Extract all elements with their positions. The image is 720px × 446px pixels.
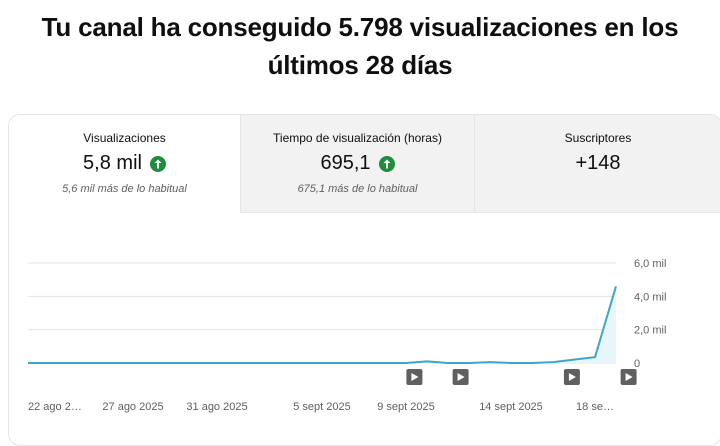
tab-comparison: 5,6 mil más de lo habitual xyxy=(62,183,187,195)
tab-value: 695,1 xyxy=(320,152,371,174)
tab-watch-time[interactable]: Tiempo de visualización (horas) 695,1 67… xyxy=(241,115,475,213)
page-title: Tu canal ha conseguido 5.798 visualizaci… xyxy=(41,12,679,80)
play-icon[interactable] xyxy=(452,369,469,385)
tab-subscribers[interactable]: Suscriptores +148 xyxy=(475,115,720,213)
tab-label: Visualizaciones xyxy=(83,131,166,145)
tab-label: Suscriptores xyxy=(564,131,632,145)
arrow-up-circle-icon xyxy=(378,155,395,172)
tab-label: Tiempo de visualización (horas) xyxy=(273,131,442,145)
tab-value: 5,8 mil xyxy=(83,152,142,174)
arrow-up-circle-icon xyxy=(149,155,166,172)
analytics-card: Visualizaciones 5,8 mil 5,6 mil más de l… xyxy=(8,114,720,446)
tab-value: +148 xyxy=(575,152,621,174)
metric-tabs: Visualizaciones 5,8 mil 5,6 mil más de l… xyxy=(9,115,720,213)
tab-views[interactable]: Visualizaciones 5,8 mil 5,6 mil más de l… xyxy=(9,115,241,213)
play-icon[interactable] xyxy=(406,369,423,385)
play-icon[interactable] xyxy=(563,369,580,385)
tab-comparison: 675,1 más de lo habitual xyxy=(297,183,418,195)
play-icon[interactable] xyxy=(620,369,637,385)
